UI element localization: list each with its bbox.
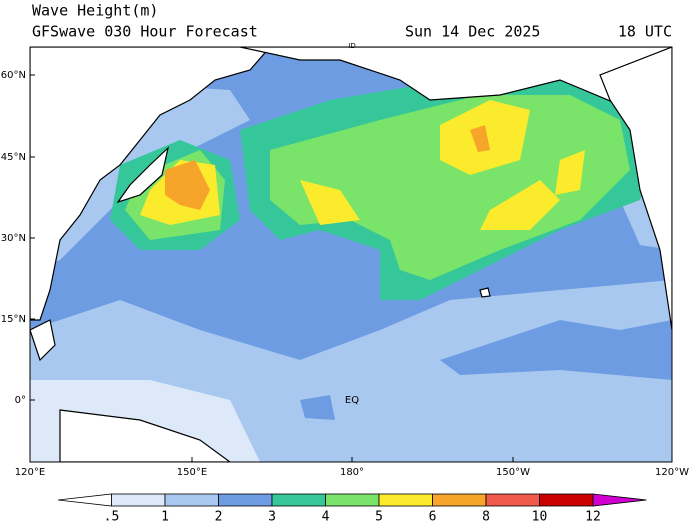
colorbar-label: .5 xyxy=(104,510,120,525)
time: 18 UTC xyxy=(618,23,672,41)
colorbar-label: 5 xyxy=(375,510,383,525)
colorbar: .5 1 2 3 4 5 6 8 10 12 xyxy=(57,493,647,525)
colorbar-label: 12 xyxy=(585,510,601,525)
colorbar-swatch xyxy=(271,493,326,507)
colorbar-label: 8 xyxy=(482,510,490,525)
colorbar-label: 1 xyxy=(161,510,169,525)
wave-area xyxy=(300,180,360,225)
land xyxy=(239,47,672,121)
colorbar-swatch xyxy=(325,493,380,507)
lat-label: 0° xyxy=(15,395,26,406)
lon-label: 150°W xyxy=(496,467,530,478)
colorbar-swatch xyxy=(164,493,219,507)
colorbar-swatch xyxy=(539,493,594,507)
wave-area xyxy=(165,160,210,210)
wave-area xyxy=(300,395,335,420)
colorbar-label: 4 xyxy=(322,510,330,525)
colorbar-swatch xyxy=(111,493,166,507)
colorbar-label: 3 xyxy=(268,510,276,525)
lon-label: 120°E xyxy=(15,467,45,478)
wave-area xyxy=(440,320,672,380)
lat-label: 60°N xyxy=(1,70,26,81)
land xyxy=(30,47,271,321)
wave-area xyxy=(555,150,585,195)
dateline-label: ID xyxy=(348,42,355,50)
lat-label: 30°N xyxy=(1,233,26,244)
colorbar-label: 10 xyxy=(532,510,548,525)
colorbar-low xyxy=(57,493,112,507)
colorbar-swatch xyxy=(378,493,433,507)
colorbar-swatch xyxy=(432,493,487,507)
model: GFSwave 030 Hour Forecast xyxy=(32,23,258,41)
map xyxy=(30,47,672,462)
land xyxy=(479,287,491,298)
lon-label: 180° xyxy=(340,467,364,478)
equator-label: EQ xyxy=(345,395,359,406)
colorbar-swatch xyxy=(218,493,273,507)
lon-label: 150°E xyxy=(177,467,207,478)
colorbar-high xyxy=(592,493,647,507)
map-frame xyxy=(29,46,673,463)
wave-area xyxy=(470,125,490,152)
colorbar-label: 6 xyxy=(429,510,437,525)
land xyxy=(116,146,170,204)
colorbar-swatch xyxy=(485,493,540,507)
lat-label: 15°N xyxy=(1,314,26,325)
colorbar-label: 2 xyxy=(215,510,223,525)
date: Sun 14 Dec 2025 xyxy=(405,23,540,41)
lat-label: 45°N xyxy=(1,152,26,163)
title: Wave Height(m) xyxy=(32,2,158,20)
land xyxy=(30,319,56,362)
lon-label: 120°W xyxy=(655,467,689,478)
land xyxy=(599,47,672,331)
wave-area xyxy=(270,95,630,280)
land xyxy=(59,409,232,462)
wave-area xyxy=(480,180,560,230)
